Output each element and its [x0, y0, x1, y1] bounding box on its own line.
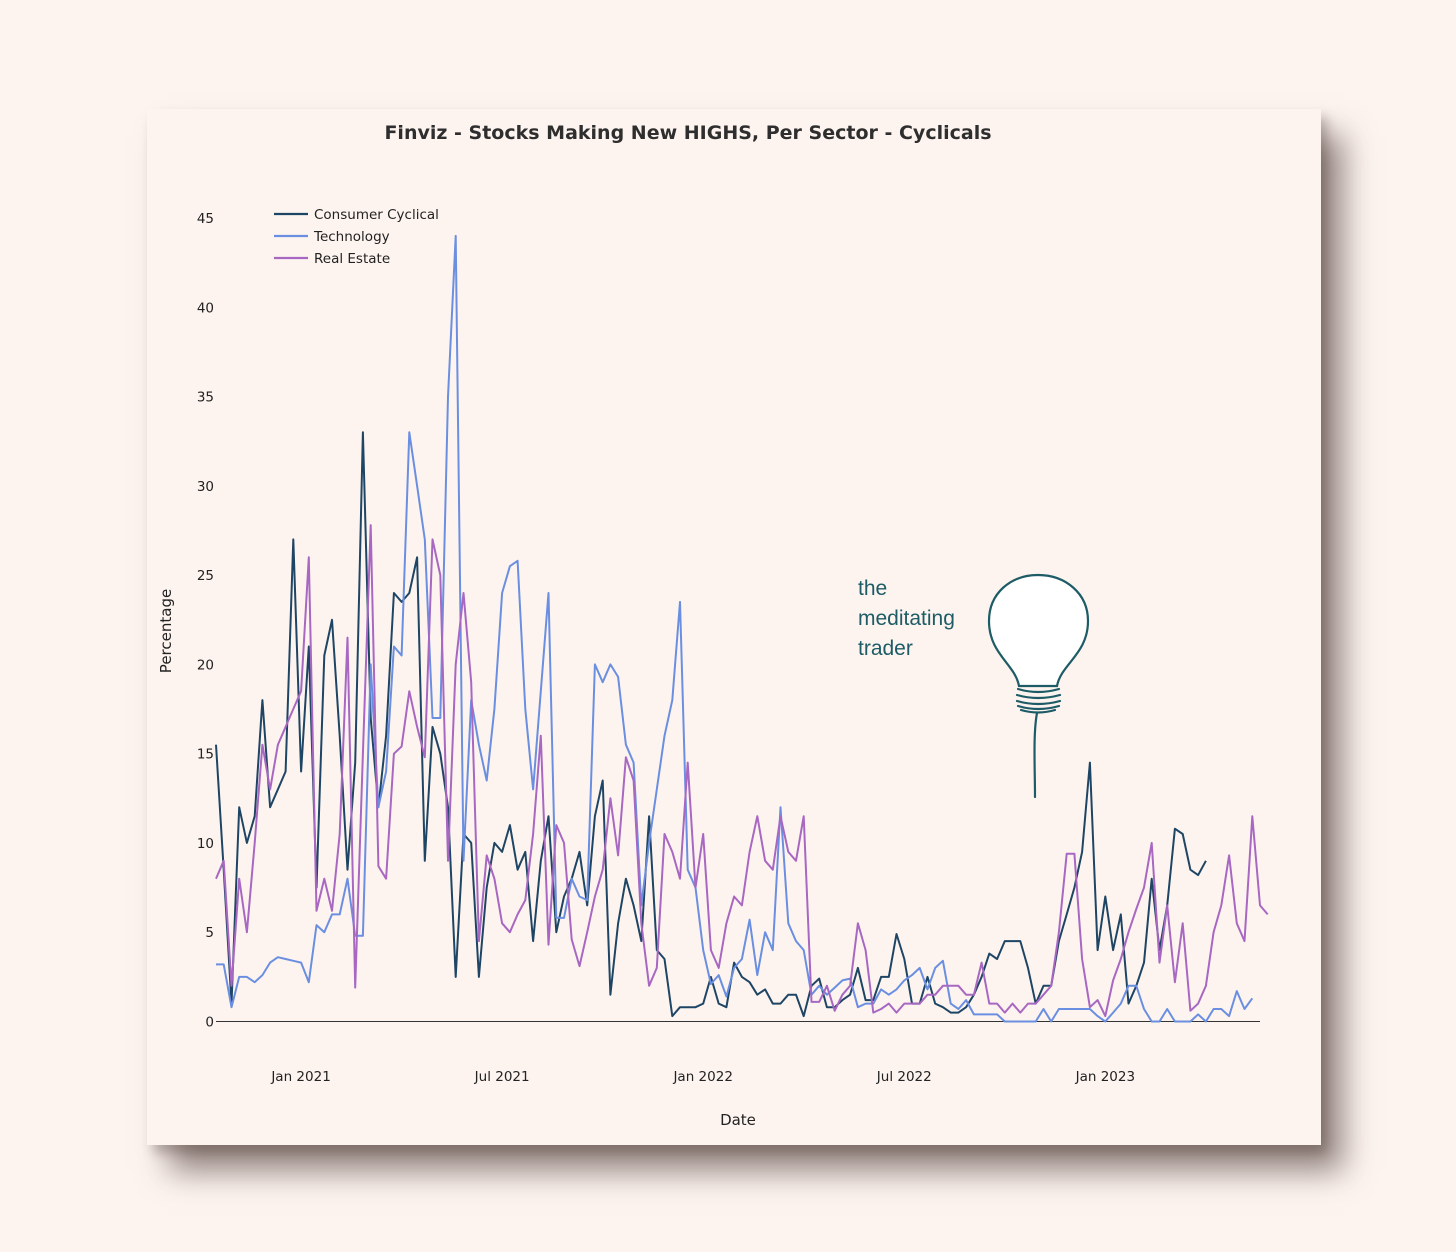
x-tick-label: Jul 2022 [876, 1069, 932, 1085]
chart-card: Finviz - Stocks Making New HIGHS, Per Se… [147, 109, 1321, 1145]
x-axis-ticks: Jan 2021 Jul 2021 Jan 2022 Jul 2022 Jan 2023 [270, 1069, 1135, 1085]
watermark-line-2: meditating [858, 607, 955, 630]
watermark-line-1: the [858, 577, 887, 600]
y-tick-label-25: 25 [197, 568, 214, 584]
legend-item-technology[interactable]: Technology [274, 229, 390, 245]
y-axis-ticks: 0 5 10 15 20 25 30 35 40 45 [197, 211, 214, 1031]
legend-label-real-estate: Real Estate [314, 251, 390, 267]
series-line-technology[interactable] [216, 234, 1254, 1023]
series-line-consumer-cyclical[interactable] [215, 431, 1207, 1018]
lightbulb-icon [987, 573, 1090, 799]
series-layer [215, 234, 1269, 1023]
legend-item-real-estate[interactable]: Real Estate [274, 251, 390, 267]
x-axis-title: Date [720, 1111, 756, 1129]
y-tick-label-40: 40 [197, 300, 214, 316]
watermark-line-3: trader [858, 637, 913, 660]
y-tick-label-20: 20 [197, 657, 214, 673]
y-tick-label-45: 45 [197, 211, 214, 227]
y-tick-label-30: 30 [197, 479, 214, 495]
x-tick-label: Jan 2023 [1075, 1069, 1135, 1085]
series-line-real-estate[interactable] [215, 524, 1269, 1018]
x-tick-label: Jan 2021 [270, 1069, 330, 1085]
watermark: the meditating trader [858, 573, 1090, 799]
legend-label-consumer-cyclical: Consumer Cyclical [314, 207, 439, 223]
y-tick-label-5: 5 [205, 925, 214, 941]
legend[interactable]: Consumer Cyclical Technology Real Estate [274, 207, 439, 267]
chart-title: Finviz - Stocks Making New HIGHS, Per Se… [384, 122, 991, 144]
line-chart: Finviz - Stocks Making New HIGHS, Per Se… [157, 122, 1269, 1129]
x-tick-label: Jan 2022 [672, 1069, 732, 1085]
x-tick-label: Jul 2021 [474, 1069, 530, 1085]
legend-item-consumer-cyclical[interactable]: Consumer Cyclical [274, 207, 439, 223]
y-tick-label-10: 10 [197, 836, 214, 852]
y-axis-title: Percentage [157, 589, 175, 673]
y-tick-label-15: 15 [197, 747, 214, 763]
legend-label-technology: Technology [313, 229, 390, 245]
y-tick-label-35: 35 [197, 390, 214, 406]
y-tick-label-0: 0 [205, 1015, 214, 1031]
